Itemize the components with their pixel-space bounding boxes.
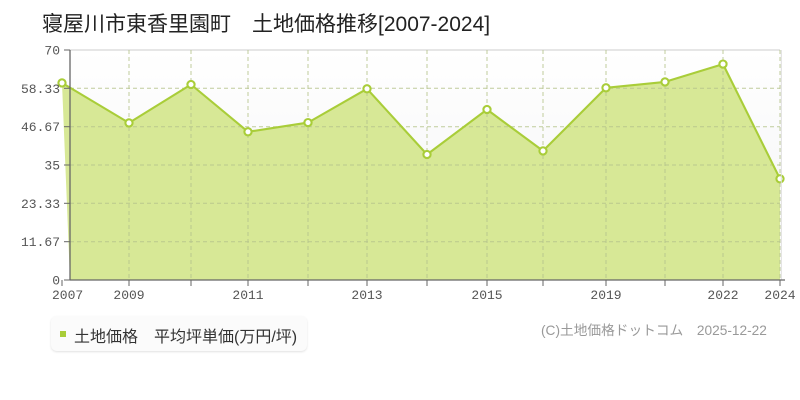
svg-text:0: 0 xyxy=(52,274,60,289)
svg-text:2015: 2015 xyxy=(471,288,502,303)
svg-text:35: 35 xyxy=(44,159,60,174)
svg-text:2024: 2024 xyxy=(764,288,795,303)
svg-text:11.67: 11.67 xyxy=(21,235,60,250)
svg-text:2007: 2007 xyxy=(52,288,83,303)
svg-text:58.33: 58.33 xyxy=(21,82,60,97)
svg-text:2022: 2022 xyxy=(707,288,738,303)
svg-text:2013: 2013 xyxy=(351,288,382,303)
svg-text:46.67: 46.67 xyxy=(21,120,60,135)
svg-text:2019: 2019 xyxy=(590,288,621,303)
svg-text:2011: 2011 xyxy=(232,288,263,303)
svg-text:2009: 2009 xyxy=(113,288,144,303)
svg-text:23.33: 23.33 xyxy=(21,197,60,212)
svg-text:70: 70 xyxy=(44,44,60,59)
